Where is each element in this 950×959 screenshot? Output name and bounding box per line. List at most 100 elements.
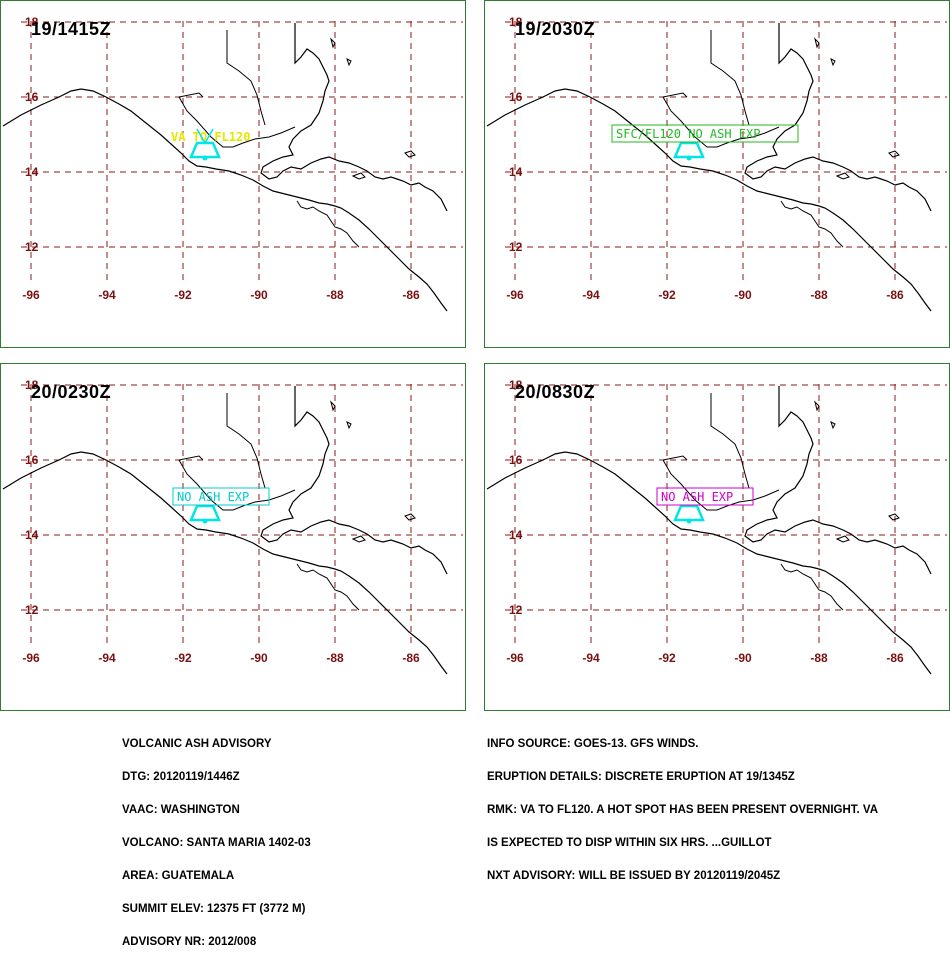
lat-label: 12 <box>509 603 523 617</box>
lat-label: 14 <box>509 165 523 179</box>
advisory-line: AREA: GUATEMALA <box>122 870 235 882</box>
lon-label: -90 <box>250 288 268 302</box>
island-outline <box>888 513 900 521</box>
info-line: NXT ADVISORY: WILL BE ISSUED BY 20120119… <box>487 870 781 882</box>
gulf-shoreline <box>296 563 360 611</box>
lon-label: -92 <box>658 288 676 302</box>
lat-label: 16 <box>509 90 523 104</box>
info-line: ERUPTION DETAILS: DISCRETE ERUPTION AT 1… <box>487 771 795 783</box>
island-outline <box>830 421 836 430</box>
country-border <box>178 92 204 98</box>
ash-label-box <box>611 124 799 143</box>
gulf-shoreline <box>296 200 360 248</box>
ash-forecast-label: SFC/FL120 NO ASH EXP <box>616 127 761 141</box>
map-canvas: 18 16 14 12 -96 -94 -92 -90 -88 -86 VA TO FL120 <box>2 15 463 312</box>
lat-label: 16 <box>25 453 39 467</box>
panel-time: 19/2030Z <box>515 19 596 39</box>
lat-label: 16 <box>509 453 523 467</box>
advisory-line: SUMMIT ELEV: 12375 FT (3772 M) <box>122 903 306 915</box>
pacific-coastline <box>2 88 448 312</box>
island-outline <box>404 150 416 158</box>
volcano-summit-dot <box>202 518 208 524</box>
lon-label: -88 <box>326 288 344 302</box>
island-outline <box>814 37 820 49</box>
pacific-coastline <box>486 88 932 312</box>
lon-label: -96 <box>506 651 524 665</box>
info-line: IS EXPECTED TO DISP WITHIN SIX HRS. ...G… <box>487 837 772 849</box>
lon-label: -94 <box>582 651 600 665</box>
country-border <box>178 459 296 511</box>
advisory-line: ADVISORY NR: 2012/008 <box>122 936 257 948</box>
ash-label-box <box>172 487 270 506</box>
lat-label: 12 <box>25 603 39 617</box>
lon-label: -86 <box>886 651 904 665</box>
lat-label: 18 <box>509 15 523 29</box>
lake-outline <box>835 172 850 180</box>
lake-outline <box>835 535 850 543</box>
caribbean-coastline <box>744 386 932 575</box>
ash-forecast-label: VA TO FL120 <box>171 130 250 144</box>
country-border <box>662 455 688 461</box>
panel-time: 20/0230Z <box>31 382 112 402</box>
country-border <box>178 96 296 148</box>
island-outline <box>830 58 836 67</box>
lon-label: -94 <box>582 288 600 302</box>
lake-outline <box>351 172 366 180</box>
advisory-header: VOLCANIC ASH ADVISORY DTG: 20120119/1446… <box>122 717 311 959</box>
lon-label: -88 <box>810 288 828 302</box>
lon-label: -92 <box>174 288 192 302</box>
country-border <box>662 92 688 98</box>
lon-label: -88 <box>810 651 828 665</box>
lon-label: -90 <box>734 288 752 302</box>
lat-label: 14 <box>25 528 39 542</box>
lon-label: -92 <box>658 651 676 665</box>
lon-label: -86 <box>886 288 904 302</box>
lon-label: -86 <box>402 651 420 665</box>
map-panel-3: 18 16 14 12 -96 -94 -92 -90 -88 -86 NO ASH EXP 20/… <box>0 363 466 711</box>
lon-label: -92 <box>174 651 192 665</box>
pacific-coastline <box>2 451 448 675</box>
volcano-summit-dot <box>686 518 692 524</box>
lon-label: -96 <box>506 288 524 302</box>
advisory-line: DTG: 20120119/1446Z <box>122 771 240 783</box>
island-outline <box>330 400 336 412</box>
caribbean-coastline <box>260 23 448 212</box>
lon-label: -96 <box>22 288 40 302</box>
country-border <box>226 30 266 126</box>
volcano-icon <box>673 504 705 522</box>
lat-label: 12 <box>509 240 523 254</box>
country-border <box>226 393 266 489</box>
map-canvas: 18 16 14 12 -96 -94 -92 -90 -88 -86 NO ASH EXP <box>2 378 463 675</box>
island-outline <box>888 150 900 158</box>
caribbean-coastline <box>744 23 932 212</box>
country-border <box>710 393 750 489</box>
lat-label: 14 <box>509 528 523 542</box>
advisory-line: VOLCANO: SANTA MARIA 1402-03 <box>122 837 311 849</box>
info-remarks: INFO SOURCE: GOES-13. GFS WINDS. ERUPTIO… <box>487 717 878 893</box>
ash-forecast-label: NO ASH EXP <box>661 490 733 504</box>
island-outline <box>330 37 336 49</box>
volcano-icon <box>189 504 221 522</box>
island-outline <box>814 400 820 412</box>
map-panel-1: 18 16 14 12 -96 -94 -92 -90 -88 -86 VA TO FL120 19… <box>0 0 466 348</box>
info-line: RMK: VA TO FL120. A HOT SPOT HAS BEEN PR… <box>487 804 879 816</box>
lat-label: 12 <box>25 240 39 254</box>
lon-label: -86 <box>402 288 420 302</box>
volcano-icon <box>673 141 705 159</box>
map-panel-2: 18 16 14 12 -96 -94 -92 -90 -88 -86 SFC/FL120 NO A… <box>484 0 950 348</box>
island-outline <box>404 513 416 521</box>
volcano-icon <box>189 141 221 159</box>
lake-outline <box>351 535 366 543</box>
map-canvas: 18 16 14 12 -96 -94 -92 -90 -88 -86 SFC/FL120 NO A… <box>486 15 947 312</box>
lat-label: 14 <box>25 165 39 179</box>
gulf-shoreline <box>780 200 844 248</box>
gulf-shoreline <box>780 563 844 611</box>
lat-label: 18 <box>25 378 39 392</box>
lat-label: 18 <box>25 15 39 29</box>
info-line: INFO SOURCE: GOES-13. GFS WINDS. <box>487 738 699 750</box>
volcano-summit-dot <box>686 155 692 161</box>
island-outline <box>346 58 352 67</box>
island-outline <box>346 421 352 430</box>
lon-label: -90 <box>734 651 752 665</box>
ash-plume-arrow <box>196 128 214 145</box>
